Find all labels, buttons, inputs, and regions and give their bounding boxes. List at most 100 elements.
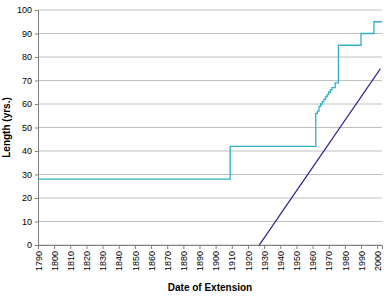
x-axis-title: Date of Extension (168, 282, 252, 293)
tick-mark (151, 245, 152, 249)
grid-line (38, 80, 382, 81)
tick-label: 1860 (147, 251, 157, 271)
tick-mark (35, 175, 38, 176)
tick: 1790 (34, 245, 44, 271)
x-axis: 1790 1800 1810 1820 1830 1840 1850 1860 1870 1880… (34, 245, 383, 271)
tick-label: 1990 (357, 251, 367, 271)
chart: 0102030405060708090100179018001810182018… (0, 0, 386, 297)
tick-mark (35, 57, 38, 58)
tick-label: 1810 (66, 251, 76, 271)
tick: 1930 (260, 245, 270, 271)
tick-label: 1890 (195, 251, 205, 271)
tick-label: 1970 (324, 251, 334, 271)
tick-mark (296, 245, 297, 249)
tick-label: 1920 (244, 251, 254, 271)
tick: 80 (22, 52, 38, 62)
tick-mark (35, 104, 38, 105)
y-axis-title: Length (yrs.) (1, 97, 12, 158)
tick-label: 1980 (341, 251, 351, 271)
grid-line (38, 104, 382, 105)
grid-line (38, 151, 382, 152)
tick-mark (264, 245, 265, 249)
plot-area (38, 22, 382, 245)
tick: 1960 (308, 245, 318, 271)
tick-label: 10 (22, 217, 32, 227)
tick-mark (329, 245, 330, 249)
tick-label: 1910 (227, 251, 237, 271)
grid-line (38, 221, 382, 222)
tick-label: 90 (22, 29, 32, 39)
tick-label: 100 (17, 5, 32, 15)
tick: 1800 (50, 245, 60, 271)
grid (38, 10, 382, 245)
tick-mark (35, 151, 38, 152)
tick: 1830 (98, 245, 108, 271)
tick-mark (135, 245, 136, 249)
tick-mark (35, 222, 38, 223)
tick: 90 (22, 29, 38, 39)
tick: 1970 (324, 245, 334, 271)
tick: 1910 (227, 245, 237, 271)
tick-mark (35, 81, 38, 82)
tick-label: 1880 (179, 251, 189, 271)
tick: 1980 (341, 245, 351, 271)
grid-line (38, 198, 382, 199)
tick-mark (232, 245, 233, 249)
tick: 1860 (147, 245, 157, 271)
grid-line (38, 33, 382, 34)
axis-line (39, 246, 383, 250)
tick: 30 (22, 170, 38, 180)
tick: 1900 (211, 245, 221, 271)
grid-line (38, 10, 382, 11)
tick-label: 1930 (260, 251, 270, 271)
tick-label: 1940 (276, 251, 286, 271)
tick-mark (377, 245, 378, 249)
tick-mark (38, 245, 39, 249)
tick-label: 80 (22, 52, 32, 62)
tick-label: 1830 (98, 251, 108, 271)
tick-mark (167, 245, 168, 249)
tick-mark (183, 245, 184, 249)
tick: 1870 (163, 245, 173, 271)
tick-mark (280, 245, 281, 249)
grid-line (38, 127, 382, 128)
tick-label: 1840 (114, 251, 124, 271)
tick: 1890 (195, 245, 205, 271)
tick-mark (54, 245, 55, 249)
tick: 1920 (244, 245, 254, 271)
tick: 50 (22, 123, 38, 133)
tick: 1950 (292, 245, 302, 271)
tick-mark (86, 245, 87, 249)
tick: 1820 (82, 245, 92, 271)
tick-mark (345, 245, 346, 249)
tick-mark (70, 245, 71, 249)
tick-label: 1950 (292, 251, 302, 271)
tick-mark (119, 245, 120, 249)
tick-mark (35, 128, 38, 129)
tick: 20 (22, 193, 38, 203)
tick-mark (35, 34, 38, 35)
tick-label: 1960 (308, 251, 318, 271)
tick: 1840 (114, 245, 124, 271)
grid-line (38, 174, 382, 175)
tick-label: 1800 (50, 251, 60, 271)
tick-label: 50 (22, 123, 32, 133)
tick-mark (103, 245, 104, 249)
tick-mark (200, 245, 201, 249)
tick-label: 1820 (82, 251, 92, 271)
tick-label: 40 (22, 146, 32, 156)
grid-line (38, 57, 382, 58)
tick-mark (313, 245, 314, 249)
tick: 1850 (131, 245, 141, 271)
y-axis: 0102030405060708090100 (17, 5, 39, 250)
line (259, 69, 380, 245)
tick: 100 (17, 5, 38, 15)
tick-label: 1850 (131, 251, 141, 271)
tick-label: 2000 (373, 251, 383, 271)
tick-mark (35, 245, 38, 246)
tick-label: 30 (22, 170, 32, 180)
tick-label: 0 (27, 240, 32, 250)
tick: 10 (22, 217, 38, 227)
tick-label: 70 (22, 76, 32, 86)
step-line (38, 22, 382, 179)
